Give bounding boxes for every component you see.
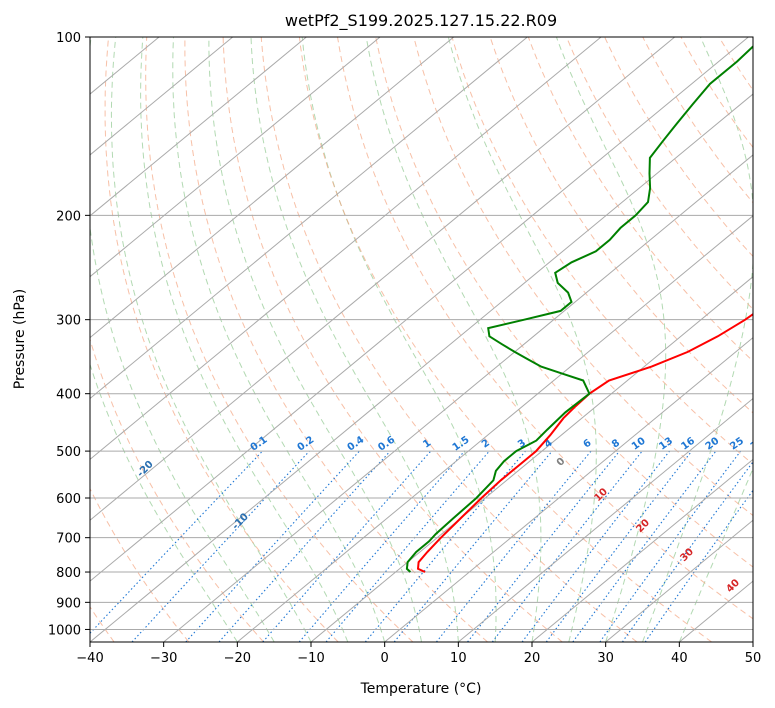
isotherm-line bbox=[90, 37, 455, 339]
x-tick-label: 10 bbox=[450, 651, 467, 666]
plot-frame bbox=[89, 36, 754, 643]
dry-adiabat-line bbox=[298, 37, 712, 642]
x-axis-label: Temperature (°C) bbox=[360, 681, 482, 697]
isotherm-line bbox=[458, 397, 753, 642]
moist-adiabat-line bbox=[172, 37, 386, 642]
mixing-ratio-label: 30 bbox=[749, 436, 767, 453]
y-tick-label: 700 bbox=[56, 532, 81, 547]
x-axis: −40 −30 −20 −10 0 10 20 30 40 50 bbox=[76, 642, 761, 666]
y-axis-label: Pressure (hPa) bbox=[12, 289, 28, 389]
x-tick-label: 50 bbox=[745, 651, 762, 666]
mixing-ratio-line bbox=[393, 450, 553, 642]
isotherm-line bbox=[90, 37, 234, 156]
y-tick-label: 1000 bbox=[48, 623, 81, 638]
moist-adiabat-lines bbox=[90, 37, 753, 642]
mixing-ratio-line bbox=[521, 450, 671, 642]
mixing-ratio-line bbox=[467, 450, 620, 642]
mixing-ratio-line bbox=[621, 461, 753, 642]
mixing-ratio-line bbox=[572, 450, 717, 642]
mixing-ratio-line bbox=[545, 450, 693, 642]
dry-adiabat-line bbox=[642, 37, 753, 204]
temperature-profile-line bbox=[416, 312, 753, 573]
mixing-ratio-line bbox=[599, 450, 742, 642]
x-tick-label: 0 bbox=[381, 651, 389, 666]
dry-adiabat-line bbox=[527, 37, 753, 362]
isotherm-line bbox=[90, 93, 753, 642]
x-tick-label: −10 bbox=[297, 651, 324, 666]
isotherm-line bbox=[90, 37, 307, 217]
dry-adiabat-line bbox=[489, 37, 753, 414]
x-tick-label: −40 bbox=[76, 651, 103, 666]
dry-adiabat-line bbox=[222, 37, 563, 642]
mixing-ratio-line bbox=[262, 450, 432, 642]
isotherm-lines bbox=[90, 37, 753, 642]
x-tick-label: −20 bbox=[224, 651, 251, 666]
y-tick-label: 500 bbox=[56, 445, 81, 460]
dry-adiabat-line bbox=[375, 37, 753, 568]
y-tick-label: 900 bbox=[56, 596, 81, 611]
isotherm-line bbox=[605, 519, 753, 642]
moist-adiabat-line bbox=[642, 37, 753, 642]
mixing-ratio-line bbox=[644, 489, 753, 642]
dry-adiabat-line bbox=[565, 37, 753, 310]
dewpoint-profile-line bbox=[405, 45, 753, 573]
x-tick-label: 20 bbox=[524, 651, 541, 666]
moist-adiabat-line bbox=[140, 37, 349, 642]
profile-series bbox=[405, 45, 753, 573]
dry-adiabat-line bbox=[451, 37, 753, 465]
x-tick-label: 30 bbox=[597, 651, 614, 666]
mixing-ratio-line bbox=[435, 450, 592, 642]
y-tick-label: 600 bbox=[56, 492, 81, 507]
isotherm-line bbox=[237, 215, 753, 642]
mixing-ratio-line bbox=[218, 450, 391, 642]
y-tick-label: 200 bbox=[56, 209, 81, 224]
isotherm-line bbox=[90, 37, 381, 278]
isotherm-line bbox=[90, 37, 602, 461]
dry-adiabat-line bbox=[90, 487, 190, 642]
mixing-ratio-line bbox=[364, 450, 526, 642]
moist-adiabat-line bbox=[678, 467, 753, 642]
isotherm-line bbox=[384, 336, 753, 642]
mixing-ratio-line bbox=[90, 450, 263, 635]
y-tick-label: 100 bbox=[56, 31, 81, 46]
isotherm-line bbox=[310, 276, 753, 642]
plot-area: -100-90-80-70-60-50-40-30-20-100.10.20.4… bbox=[90, 37, 767, 642]
isotherm-line bbox=[90, 37, 676, 521]
chart-title: wetPf2_S199.2025.127.15.22.R09 bbox=[285, 11, 557, 31]
moist-adiabat-line bbox=[110, 37, 312, 642]
dry-adiabat-line bbox=[104, 37, 339, 642]
isotherm-line bbox=[531, 458, 753, 642]
x-tick-label: 40 bbox=[671, 651, 688, 666]
moist-adiabat-line bbox=[250, 37, 459, 642]
dry-adiabat-lines bbox=[90, 37, 753, 642]
isotherm-line bbox=[163, 154, 753, 642]
dry-adiabat-line bbox=[413, 37, 753, 517]
moist-adiabat-line bbox=[365, 37, 542, 642]
moist-adiabat-line bbox=[447, 37, 597, 642]
y-axis: 100 200 300 400 500 600 700 800 900 1000 bbox=[48, 31, 90, 638]
y-tick-label: 800 bbox=[56, 566, 81, 581]
moist-adiabat-line bbox=[555, 37, 667, 642]
isotherm-line bbox=[90, 37, 528, 400]
mixing-ratio-lines bbox=[90, 450, 753, 642]
isobar-lines bbox=[90, 37, 753, 630]
y-tick-label: 300 bbox=[56, 314, 81, 329]
x-tick-label: −30 bbox=[150, 651, 177, 666]
moist-adiabat-line bbox=[90, 37, 275, 642]
moist-adiabat-line bbox=[208, 37, 422, 642]
isotherm-line bbox=[90, 37, 749, 582]
mixing-ratio-line bbox=[185, 450, 360, 642]
moist-adiabat-line bbox=[301, 37, 497, 642]
moist-adiabat-line bbox=[90, 362, 238, 642]
y-tick-label: 400 bbox=[56, 388, 81, 403]
